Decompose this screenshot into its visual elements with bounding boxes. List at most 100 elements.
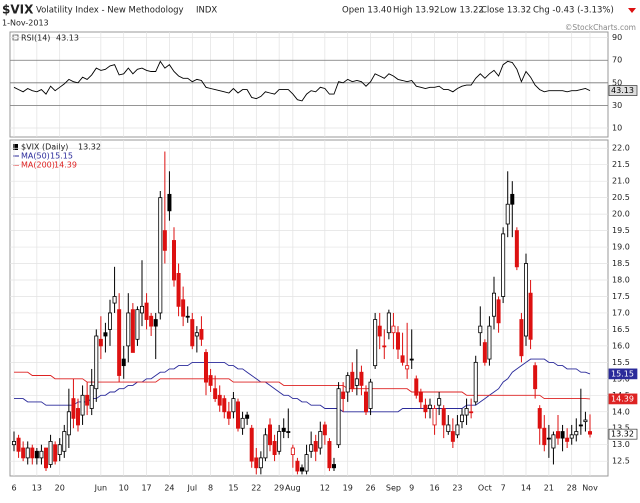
candle-body — [30, 447, 35, 459]
candle-body — [112, 296, 117, 304]
candle-body — [162, 230, 167, 251]
watermark: ©StockCharts.com — [565, 23, 636, 32]
y-tick-label: 20.5 — [612, 193, 630, 202]
candle-body — [478, 325, 483, 334]
quote-high: High 13.92 — [393, 6, 440, 16]
y-tick-label: 13.0 — [612, 440, 630, 449]
candle-body — [450, 431, 455, 442]
ma200-last-box — [608, 393, 638, 405]
y-tick-label: 17.5 — [612, 292, 630, 301]
candle-body — [286, 431, 291, 433]
y-tick-label: 13.5 — [612, 424, 630, 433]
candle-body — [574, 431, 579, 436]
candle-body — [153, 319, 158, 327]
candle-body — [359, 371, 364, 386]
candle-body — [505, 203, 510, 225]
candle-body — [139, 305, 144, 314]
candle-body — [501, 233, 506, 297]
candle-body — [48, 441, 53, 465]
candle-body — [556, 431, 561, 439]
candle-body — [341, 391, 346, 399]
legend-value: 15.15 — [50, 152, 73, 161]
quote-low: Low 13.22 — [440, 6, 484, 16]
x-tick-label: 10 — [119, 484, 129, 493]
price-panel — [9, 139, 609, 477]
candle-body — [537, 408, 542, 429]
x-tick-label: 28 — [567, 484, 577, 493]
legend-value: 14.39 — [54, 161, 77, 170]
rsi-tick-label: 70 — [612, 56, 622, 65]
symbol-name: Volatility Index - New Methodology — [36, 6, 184, 16]
candle-body — [199, 329, 204, 340]
candle-body — [459, 414, 464, 423]
rsi-legend-value: 43.13 — [56, 34, 79, 43]
x-tick-label: 12 — [320, 484, 330, 493]
ma200-last-label: 14.39 — [611, 394, 634, 403]
x-tick-label: 26 — [365, 484, 375, 493]
candle-body — [44, 447, 49, 469]
close-last-label: 13.32 — [611, 430, 634, 439]
candle-body — [427, 404, 432, 409]
ma-line — [14, 371, 591, 400]
candle-body — [167, 193, 172, 212]
rsi-tick-label: 50 — [612, 78, 622, 87]
candle-body — [405, 365, 410, 370]
candle-body — [185, 315, 190, 318]
ma50-last-box — [608, 368, 638, 380]
x-tick-label: 7 — [501, 484, 506, 493]
candle-body — [418, 391, 423, 403]
quote-close: Close 13.32 — [481, 6, 531, 16]
candle-body — [414, 378, 419, 396]
candle-body — [455, 424, 460, 436]
candle-body — [395, 332, 400, 350]
x-tick-label: Oct — [478, 484, 492, 493]
candle-body — [281, 427, 286, 432]
price-legend-icon — [13, 144, 18, 150]
candle-body — [217, 394, 222, 406]
x-tick-label: 17 — [141, 484, 151, 493]
candle-body — [345, 375, 350, 393]
candle-body — [446, 424, 451, 432]
candle-body — [235, 401, 240, 429]
rsi-last-label: 43.13 — [611, 86, 634, 95]
y-tick-label: 15.5 — [612, 358, 630, 367]
candle-body — [103, 332, 108, 337]
candle-body — [272, 441, 277, 455]
candle-body — [354, 378, 359, 386]
candle-body — [176, 273, 181, 307]
candle-body — [267, 424, 272, 446]
candle-body — [473, 361, 478, 403]
x-tick-label: Nov — [582, 484, 598, 493]
candle-body — [491, 292, 496, 317]
x-tick-label: Sep — [386, 484, 401, 493]
candle-body — [377, 325, 382, 337]
y-tick-label: 19.0 — [612, 243, 630, 252]
candle-body — [144, 302, 149, 320]
y-tick-label: 16.5 — [612, 325, 630, 334]
candle-body — [528, 292, 533, 340]
legend-name: $VIX (Daily) — [21, 143, 68, 152]
x-tick-label: 20 — [55, 484, 65, 493]
candle-body — [135, 309, 140, 340]
x-tick-label: Jun — [94, 484, 108, 493]
rsi-last-box — [608, 85, 638, 96]
candle-body — [80, 394, 85, 416]
y-tick-label: 22.0 — [612, 144, 630, 153]
x-tick-label: 9 — [409, 484, 414, 493]
candle-body — [208, 375, 213, 386]
y-tick-label: 18.5 — [612, 259, 630, 268]
candle-body — [313, 441, 318, 452]
y-tick-label: 21.0 — [612, 177, 630, 186]
down-arrow — [628, 8, 636, 13]
candle-body — [382, 345, 387, 348]
candle-body — [437, 398, 442, 406]
candle-body — [277, 431, 282, 452]
candle-body — [226, 411, 231, 419]
candle-body — [514, 230, 519, 268]
candle-body — [441, 408, 446, 426]
candle-body — [130, 309, 135, 353]
x-tick-label: 8 — [208, 484, 213, 493]
x-tick-label: 22 — [251, 484, 261, 493]
candle-body — [117, 309, 122, 376]
rsi-panel — [9, 31, 609, 138]
